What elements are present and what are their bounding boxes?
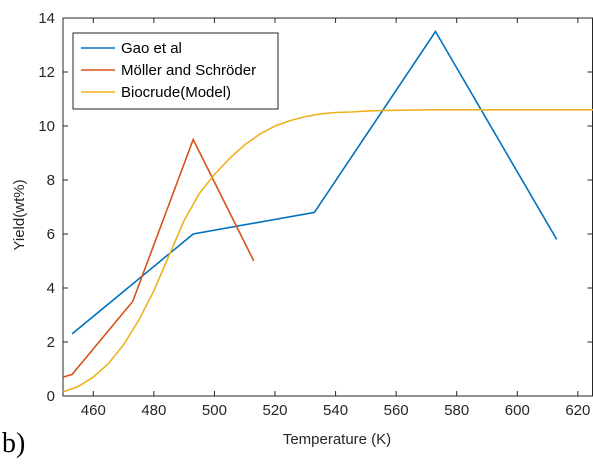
x-tick-label: 540: [323, 402, 348, 419]
x-tick-label: 480: [141, 402, 166, 419]
legend-entry-1: Gao et al: [121, 40, 182, 57]
x-tick-label: 460: [81, 402, 106, 419]
y-tick-label: 10: [38, 118, 55, 135]
legend-box: [72, 32, 279, 110]
x-tick-label: 500: [202, 402, 227, 419]
series-line-1: [71, 29, 558, 335]
x-axis-label: Temperature (K): [283, 431, 391, 448]
y-tick-label: 14: [38, 10, 55, 27]
y-axis-ticks: 0 2 4 6 8 10 12 14: [38, 10, 593, 405]
y-tick-label: 6: [47, 226, 55, 243]
x-axis-ticks: 460 480 500 520 540 560 580 600 620: [81, 18, 590, 419]
y-tick-label: 0: [47, 388, 55, 405]
y-tick-label: 8: [47, 172, 55, 189]
series-line-2: [62, 137, 255, 378]
legend-entry-2: Möller and Schröder: [121, 62, 256, 79]
series-line-3: [62, 109, 593, 393]
y-tick-label: 12: [38, 64, 55, 81]
panel-label: b): [2, 428, 26, 459]
x-tick-label: 620: [565, 402, 590, 419]
x-tick-label: 520: [262, 402, 287, 419]
series-layer: [62, 29, 593, 393]
legend: Gao et al Möller and Schröder Biocrude(Mod…: [72, 32, 279, 110]
y-tick-label: 4: [47, 280, 55, 297]
y-axis-label: Yield(wt%): [11, 179, 28, 250]
legend-entry-3: Biocrude(Model): [121, 84, 231, 101]
x-tick-label: 560: [384, 402, 409, 419]
x-tick-label: 600: [505, 402, 530, 419]
y-tick-label: 2: [47, 334, 55, 351]
x-tick-label: 580: [444, 402, 469, 419]
